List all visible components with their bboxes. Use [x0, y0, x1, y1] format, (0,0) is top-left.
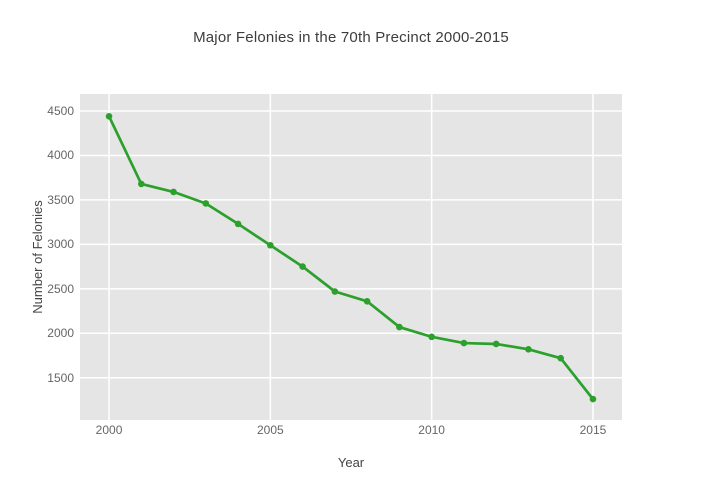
y-tick-label: 3000 [47, 237, 74, 252]
line-chart-canvas [80, 94, 622, 420]
y-tick-label: 1500 [47, 370, 74, 385]
data-point-marker[interactable] [170, 188, 177, 196]
line-series [107, 114, 595, 401]
data-point-marker[interactable] [267, 241, 274, 249]
data-point-marker[interactable] [589, 395, 597, 403]
y-tick-label: 4500 [47, 103, 74, 118]
data-point-marker[interactable] [557, 354, 565, 362]
data-point-marker[interactable] [428, 333, 435, 341]
data-point-marker[interactable] [363, 297, 371, 305]
plot-area[interactable] [80, 94, 622, 420]
data-point-marker[interactable] [492, 340, 500, 348]
x-tick-label: 2010 [418, 423, 445, 437]
data-point-marker[interactable] [234, 220, 242, 228]
x-tick-label: 2000 [95, 423, 123, 437]
data-point-marker[interactable] [460, 339, 468, 347]
y-tick-label: 3500 [47, 192, 74, 207]
data-point-marker[interactable] [525, 346, 532, 353]
y-tick-label: 2500 [47, 281, 74, 296]
data-point-marker[interactable] [331, 288, 339, 295]
data-point-marker[interactable] [105, 113, 113, 120]
data-point-marker[interactable] [137, 180, 145, 188]
x-axis-title: Year [337, 455, 365, 470]
x-tick-label: 2005 [256, 423, 284, 437]
x-tick-label: 2015 [579, 423, 607, 437]
data-point-marker[interactable] [396, 323, 403, 331]
data-point-marker[interactable] [299, 263, 306, 270]
chart-title: Major Felonies in the 70th Precinct 2000… [193, 29, 509, 46]
data-point-marker[interactable] [202, 200, 210, 207]
y-tick-label: 4000 [47, 148, 74, 163]
y-tick-label: 2000 [47, 326, 74, 341]
